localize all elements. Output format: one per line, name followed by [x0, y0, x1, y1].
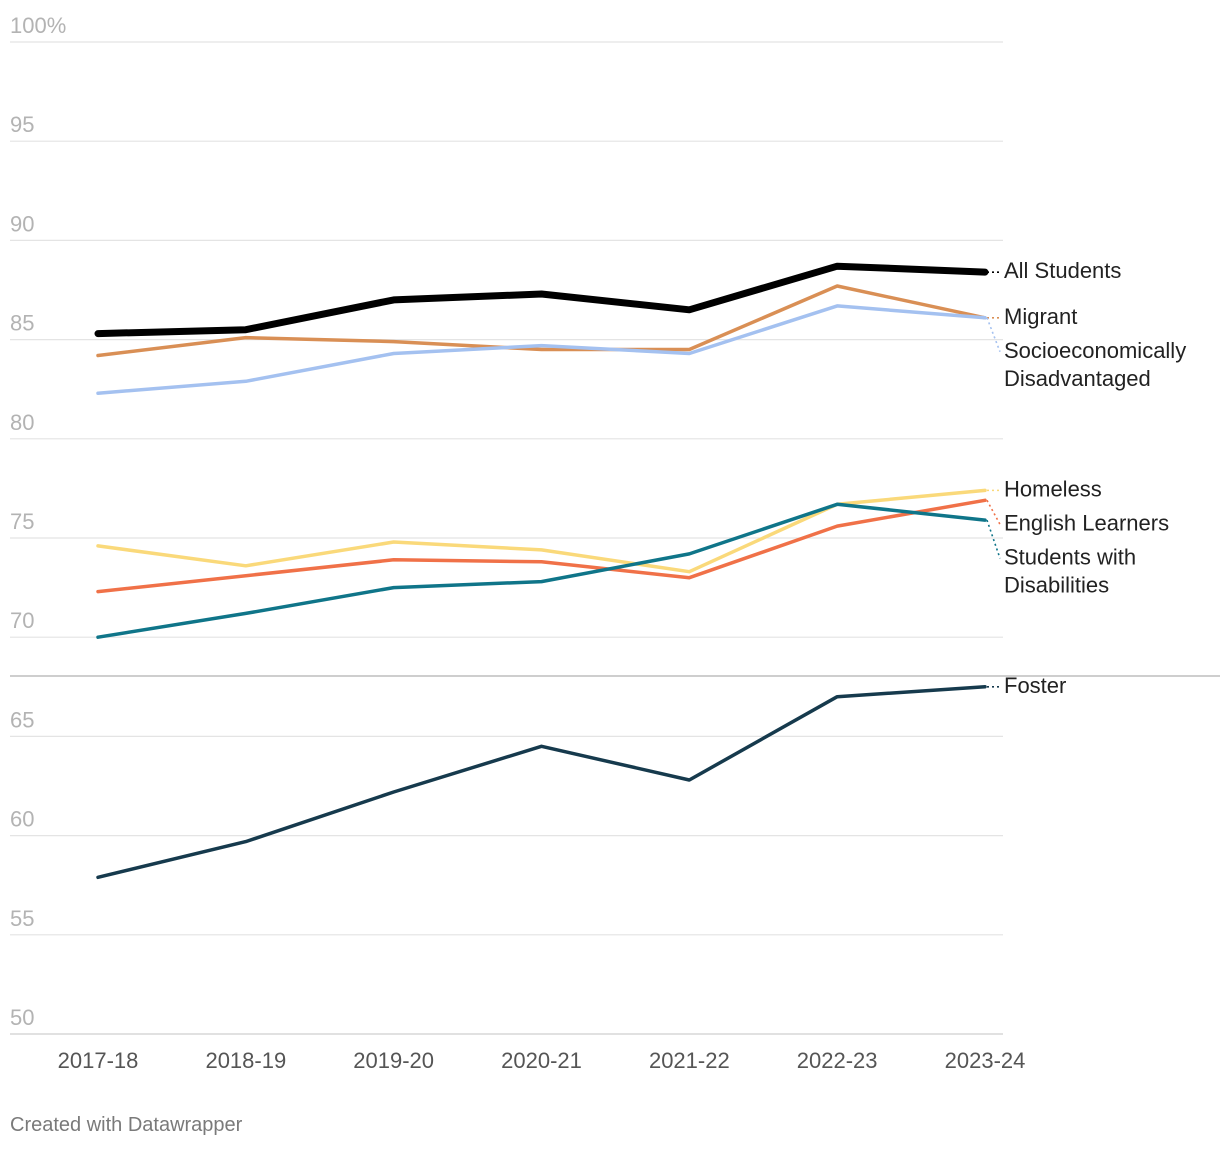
series-label: Migrant [1004, 304, 1077, 329]
series-label: Disabilities [1004, 572, 1109, 597]
series-line-socioeconomically-disadvantaged [96, 304, 987, 395]
series-label: Homeless [1004, 476, 1102, 501]
y-tick-label: 95 [10, 112, 34, 137]
y-tick-label: 65 [10, 707, 34, 732]
series-line-foster [96, 685, 987, 880]
x-tick-label: 2021-22 [649, 1048, 730, 1073]
series-labels: All Students Migrant Socioeconomically Disa… [986, 258, 1186, 698]
label-leader [986, 499, 1001, 525]
x-tick-label: 2017-18 [58, 1048, 139, 1073]
x-tick-label: 2022-23 [797, 1048, 878, 1073]
x-tick-label: 2020-21 [501, 1048, 582, 1073]
series-label: Foster [1004, 673, 1066, 698]
series-line-english-learners [96, 498, 987, 594]
y-tick-label: 85 [10, 311, 34, 336]
x-tick-label: 2023-24 [945, 1048, 1026, 1073]
series-line-homeless [96, 488, 987, 574]
series-line-migrant [96, 284, 987, 358]
y-tick-label: 70 [10, 608, 34, 633]
series-label: Disadvantaged [1004, 366, 1151, 391]
series-label: All Students [1004, 258, 1121, 283]
grid-lines [10, 41, 1003, 1035]
x-tick-label: 2019-20 [353, 1048, 434, 1073]
series-line-all-students [94, 262, 989, 338]
series-label: English Learners [1004, 510, 1169, 535]
series-label: Students with [1004, 544, 1136, 569]
y-tick-label: 90 [10, 211, 34, 236]
y-tick-label: 55 [10, 906, 34, 931]
footer-credit: Created with Datawrapper [10, 1114, 243, 1136]
label-leader [986, 317, 1001, 353]
series-label: Socioeconomically [1004, 338, 1186, 363]
series-line-students-with-disabilities [96, 502, 987, 639]
y-tick-label: 80 [10, 410, 34, 435]
label-leader [986, 519, 1001, 559]
x-axis-ticks: 2017-18 2018-19 2019-20 2020-21 2021-22 2022-… [58, 1048, 1026, 1073]
y-tick-label: 100% [10, 13, 66, 38]
series-lines [94, 262, 989, 880]
y-axis-ticks: 50 55 60 65 70 75 80 85 90 95 100% [10, 13, 66, 1030]
y-tick-label: 75 [10, 509, 34, 534]
x-tick-label: 2018-19 [205, 1048, 286, 1073]
y-tick-label: 50 [10, 1005, 34, 1030]
y-tick-label: 60 [10, 807, 34, 832]
